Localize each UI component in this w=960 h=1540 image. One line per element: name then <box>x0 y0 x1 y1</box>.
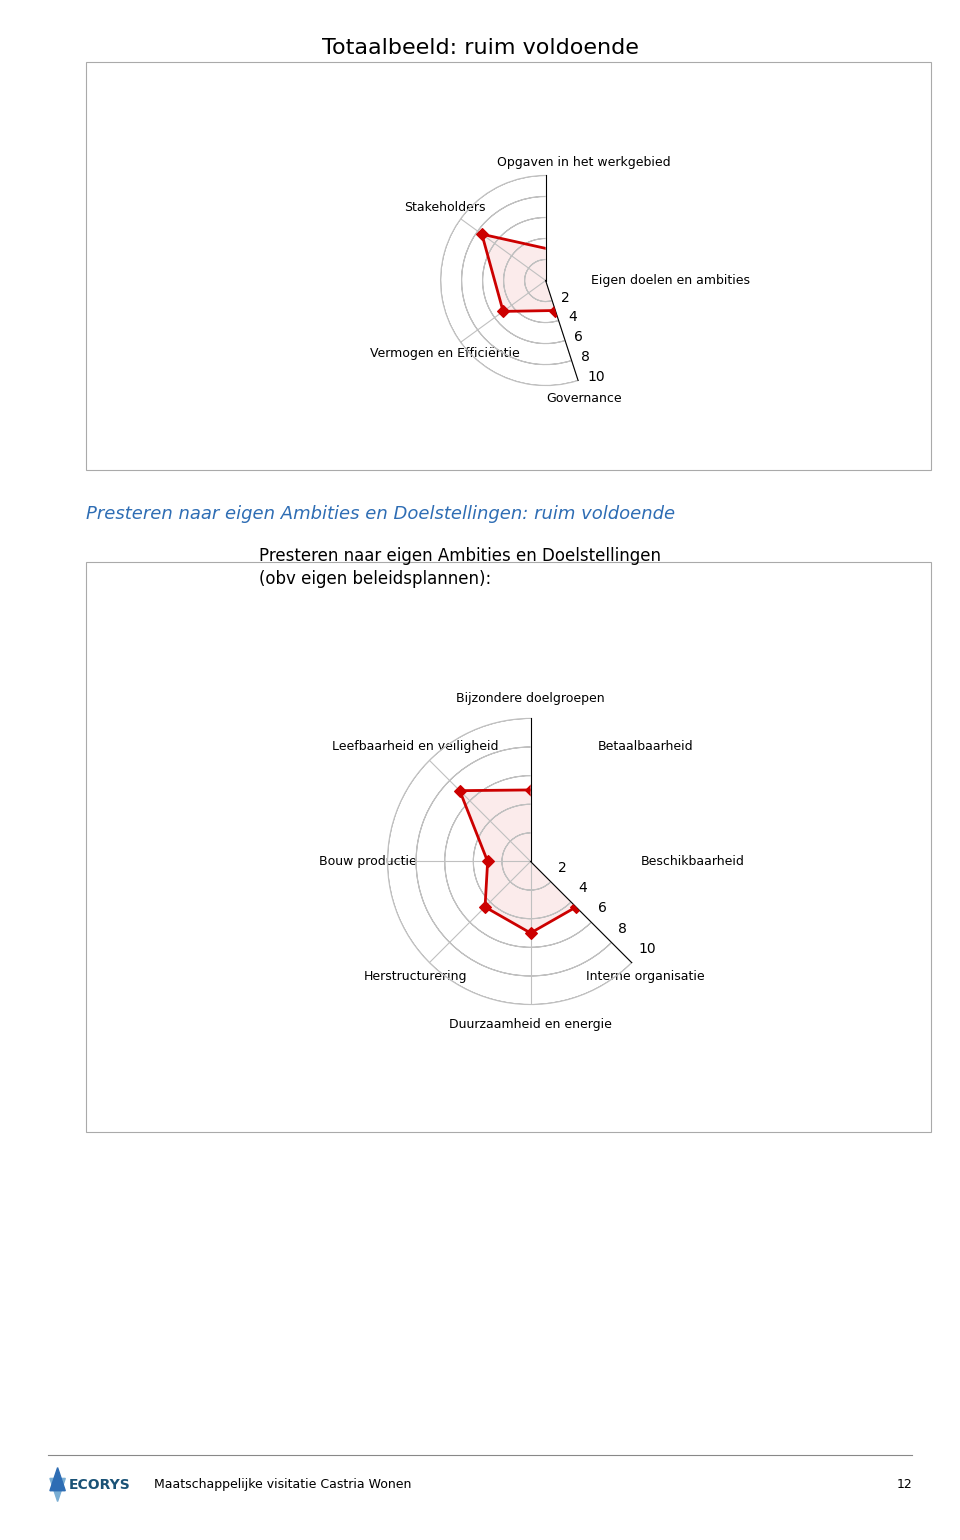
Point <box>474 222 490 246</box>
Text: Maatschappelijke visitatie Castria Wonen: Maatschappelijke visitatie Castria Wonen <box>154 1478 411 1491</box>
Point <box>609 849 624 873</box>
Point <box>477 895 492 919</box>
Point <box>548 299 564 323</box>
Point <box>568 895 584 919</box>
Polygon shape <box>460 790 616 933</box>
Point <box>480 849 495 873</box>
Polygon shape <box>482 234 619 311</box>
Point <box>495 299 511 323</box>
Text: Presteren naar eigen Ambities en Doelstellingen: ruim voldoende: Presteren naar eigen Ambities en Doelste… <box>86 505 676 524</box>
Text: ECORYS: ECORYS <box>69 1477 131 1492</box>
Point <box>548 239 564 263</box>
Point <box>452 778 468 802</box>
Text: 12: 12 <box>897 1478 912 1491</box>
Point <box>523 921 539 946</box>
Point <box>612 268 627 293</box>
Point <box>523 778 539 802</box>
Text: Presteren naar eigen Ambities en Doelstellingen
(obv eigen beleidsplannen):: Presteren naar eigen Ambities en Doelste… <box>259 547 661 588</box>
Text: Totaalbeeld: ruim voldoende: Totaalbeeld: ruim voldoende <box>322 38 638 59</box>
Point <box>579 793 594 818</box>
